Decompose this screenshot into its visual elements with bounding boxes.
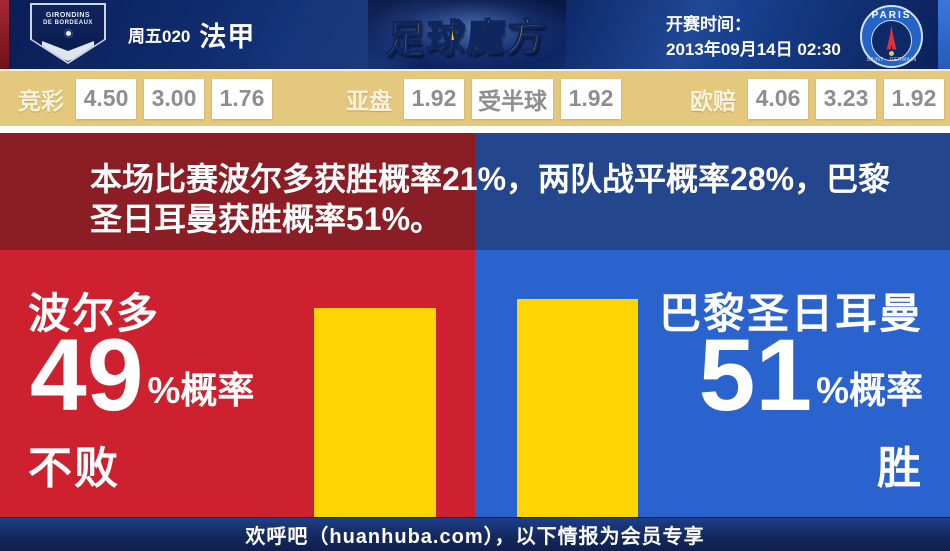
- bordeaux-badge-text: GIRONDINS: [45, 12, 91, 19]
- right-blue-stripe: [938, 0, 950, 69]
- site-logo: 足球魔方: [368, 0, 566, 69]
- odds-value: 3.00: [144, 78, 204, 119]
- psg-badge-text: PARIS: [871, 10, 912, 21]
- kickoff-time-block: 开赛时间： 2013年09月14日 02:30: [666, 12, 841, 62]
- left-red-stripe: [0, 0, 9, 69]
- probability-summary: 本场比赛波尔多获胜概率21%，两队战平概率28%，巴黎 圣日耳曼获胜概率51%。: [90, 159, 920, 239]
- soccer-ball-icon: [63, 29, 73, 38]
- bordeaux-badge-text: DE BORDEAUX: [43, 20, 93, 26]
- footer-text: 欢呼吧（huanhuba.com），以下情报为会员专享: [245, 526, 705, 548]
- odds-bar: 竞彩 4.50 3.00 1.76 亚盘 1.92 受半球 1.92 欧赔 4.…: [0, 69, 950, 126]
- odds-handicap: 受半球: [472, 78, 553, 119]
- psg-inner-circle: [871, 20, 912, 61]
- odds-value: 1.92: [561, 78, 621, 119]
- odds-label: 亚盘: [346, 87, 392, 114]
- footer: 欢呼吧（huanhuba.com），以下情报为会员专享: [0, 517, 950, 551]
- away-outcome: 胜: [877, 444, 923, 493]
- probability-summary-line1: 本场比赛波尔多获胜概率21%，两队战平概率28%，巴黎: [90, 161, 891, 197]
- away-team-name: 巴黎圣日耳曼: [658, 290, 923, 337]
- bordeaux-badge: GIRONDINS DE BORDEAUX: [30, 3, 106, 64]
- away-percent-value: 51: [698, 318, 813, 432]
- home-percent-suffix: %概率: [147, 370, 255, 411]
- league-name: 法甲: [199, 22, 256, 52]
- odds-value: 1.92: [884, 78, 944, 119]
- site-logo-text: 足球魔方: [384, 16, 549, 62]
- home-team-name: 波尔多: [28, 290, 161, 337]
- odds-group-european-odds: 欧赔 4.06 3.23 1.92: [690, 71, 944, 126]
- odds-label: 欧赔: [690, 87, 736, 114]
- divider-strip: [0, 126, 950, 133]
- odds-group-asian-handicap: 亚盘 1.92 受半球 1.92: [346, 71, 621, 126]
- away-percent: 51 %概率: [699, 324, 923, 426]
- psg-badge-subtext: SAINT - GERMAIN: [866, 57, 917, 63]
- away-probability-bar: [517, 299, 638, 517]
- match-info: 周五020 法甲: [128, 0, 255, 69]
- prediction-chart: 波尔多 49 %概率 不败 巴黎圣日耳曼 51 %概率 胜: [0, 250, 950, 517]
- header: GIRONDINS DE BORDEAUX 周五020 法甲 足球魔方 开赛时间…: [0, 0, 950, 69]
- odds-value: 1.92: [404, 78, 464, 119]
- odds-label: 竞彩: [18, 87, 64, 114]
- psg-badge: PARIS SAINT - GERMAIN: [860, 5, 923, 68]
- kickoff-time: 2013年09月14日 02:30: [666, 40, 841, 59]
- odds-value: 3.23: [816, 78, 876, 119]
- probability-summary-line2: 圣日耳曼获胜概率51%。: [90, 201, 443, 237]
- odds-value: 4.06: [748, 78, 808, 119]
- home-outcome: 不败: [28, 444, 120, 493]
- odds-group-sports-lottery: 竞彩 4.50 3.00 1.76: [18, 71, 272, 126]
- odds-value: 1.76: [212, 78, 272, 119]
- home-probability-bar: [314, 308, 436, 517]
- fleur-de-lis-icon: [889, 50, 894, 56]
- home-percent-value: 49: [30, 318, 144, 432]
- away-percent-suffix: %概率: [816, 370, 923, 411]
- bordeaux-shield: GIRONDINS DE BORDEAUX: [32, 5, 104, 62]
- eiffel-tower-icon: [886, 25, 897, 50]
- odds-value: 4.50: [76, 78, 136, 119]
- bordeaux-chevron-icon: [42, 41, 94, 61]
- probability-banner: 本场比赛波尔多获胜概率21%，两队战平概率28%，巴黎 圣日耳曼获胜概率51%。: [0, 133, 950, 250]
- match-number: 周五020: [128, 27, 191, 46]
- kickoff-label: 开赛时间：: [666, 15, 751, 34]
- home-percent: 49 %概率: [30, 324, 254, 426]
